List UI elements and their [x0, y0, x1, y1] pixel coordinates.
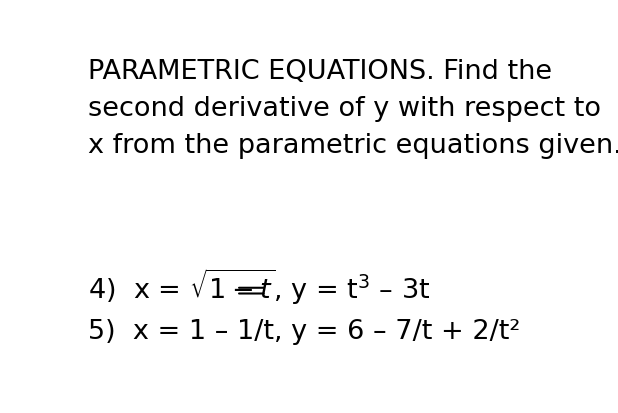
- Text: second derivative of y with respect to: second derivative of y with respect to: [88, 96, 601, 121]
- Text: x from the parametric equations given.: x from the parametric equations given.: [88, 132, 618, 158]
- Text: PARAMETRIC EQUATIONS. Find the: PARAMETRIC EQUATIONS. Find the: [88, 59, 552, 85]
- Text: 5)  x = 1 – 1/t, y = 6 – 7/t + 2/t²: 5) x = 1 – 1/t, y = 6 – 7/t + 2/t²: [88, 318, 520, 344]
- Text: 4)  x = $\sqrt{1-t}$, y = t$^3$ – 3t: 4) x = $\sqrt{1-t}$, y = t$^3$ – 3t: [88, 266, 430, 306]
